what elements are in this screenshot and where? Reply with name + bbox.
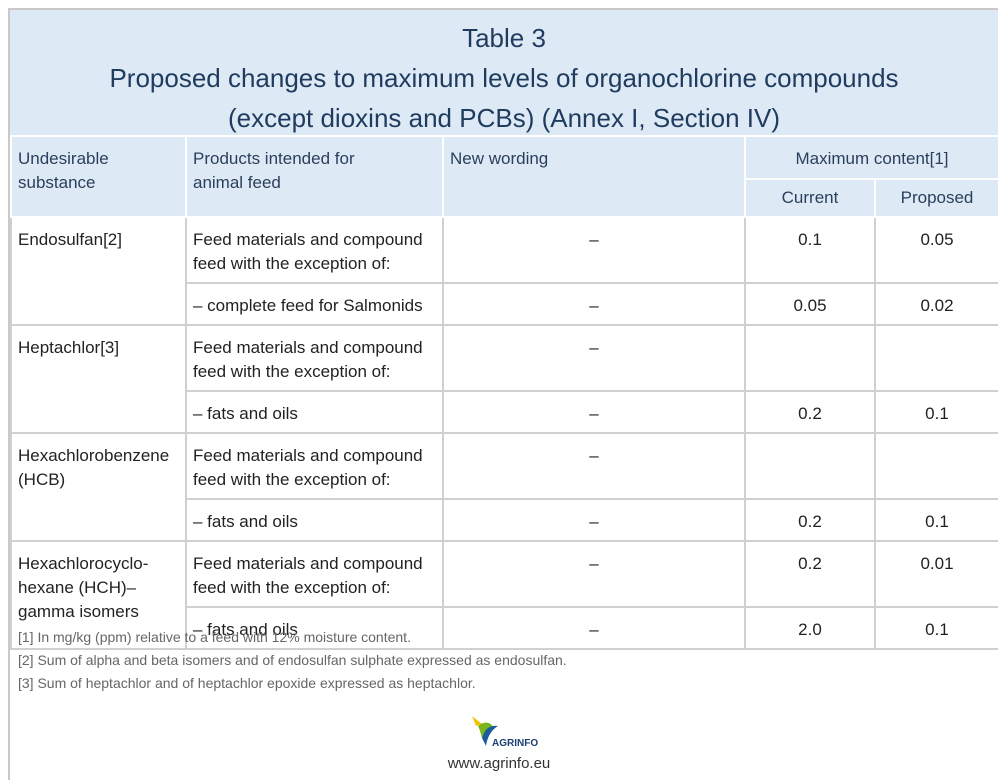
- substance-cell: Endosulfan[2]: [10, 216, 187, 326]
- product-cell: Feed materials and compound feed with th…: [185, 432, 444, 500]
- logo-text: AGRINFO: [492, 738, 538, 749]
- url: www.agrinfo.eu: [447, 755, 551, 772]
- logo-shape: [472, 716, 482, 726]
- product-cell: – fats and oils: [185, 390, 444, 434]
- proposed-cell: 0.1: [874, 606, 998, 650]
- current-cell: 0.1: [744, 216, 876, 284]
- table-row: – fats and oils –0.2 0.1: [11, 498, 998, 542]
- header-cell: Proposed: [874, 178, 998, 218]
- table-row: Hexachlorocyclo-hexane (HCH)–gamma isome…: [10, 540, 998, 650]
- table-row: Hexachlorobenzene (HCB) Feed materials an…: [10, 432, 998, 542]
- footnote: [3] Sum of heptachlor and of heptachlor …: [18, 675, 476, 691]
- current-cell: 0.2: [744, 498, 876, 542]
- footnote: [1] In mg/kg (ppm) relative to a feed wi…: [18, 629, 411, 645]
- product-cell: – complete feed for Salmonids: [185, 282, 444, 326]
- title-box: Table 3 Proposed changes to maximum leve…: [10, 10, 998, 135]
- wording-cell: –: [442, 498, 746, 542]
- proposed-cell: 0.01: [874, 540, 998, 608]
- logo-shape: [482, 725, 498, 746]
- table-row: – fats and oils –0.2 0.1: [11, 390, 998, 434]
- wording-cell: –: [442, 606, 746, 650]
- wording-cell: –: [442, 324, 746, 392]
- table-row: Heptachlor[3] Feed materials and compound…: [10, 324, 998, 434]
- current-cell: [744, 324, 876, 392]
- table-head: Undesirable substance Products intended …: [10, 135, 998, 218]
- header-row: Current Proposed: [11, 178, 998, 218]
- title-line: (except dioxins and PCBs) (Annex I, Sect…: [227, 103, 781, 133]
- current-cell: 0.2: [744, 390, 876, 434]
- wording-cell: –: [442, 216, 746, 284]
- current-cell: 0.2: [744, 540, 876, 608]
- table-body: Endosulfan[2] Feed materials and compound…: [10, 216, 998, 650]
- title-line: Proposed changes to maximum levels of or…: [109, 63, 899, 93]
- header-cell: Products intended for animal feed: [185, 135, 444, 218]
- proposed-cell: [874, 432, 998, 500]
- header-row: Undesirable substance Products intended …: [10, 135, 998, 218]
- product-cell: – fats and oils: [185, 606, 444, 650]
- wording-cell: –: [442, 540, 746, 608]
- product-cell: – fats and oils: [185, 498, 444, 542]
- product-cell: Feed materials and compound feed with th…: [185, 540, 444, 608]
- wording-cell: –: [442, 282, 746, 326]
- substance-cell: Heptachlor[3]: [10, 324, 187, 434]
- footnotes: [1] In mg/kg (ppm) relative to a feed wi…: [18, 626, 567, 695]
- title-line: Table 3: [462, 23, 546, 53]
- logo: AGRINFO: [472, 716, 538, 749]
- proposed-cell: 0.05: [874, 216, 998, 284]
- current-cell: [744, 432, 876, 500]
- current-cell: 0.05: [744, 282, 876, 326]
- wording-cell: –: [442, 390, 746, 434]
- header-cell: Current: [744, 178, 876, 218]
- header-cell: Undesirable substance: [10, 135, 187, 218]
- table-row: – fats and oils –2.0 0.1: [11, 606, 998, 650]
- wording-cell: –: [442, 432, 746, 500]
- product-cell: Feed materials and compound feed with th…: [185, 324, 444, 392]
- proposed-cell: 0.1: [874, 390, 998, 434]
- footnote: [2] Sum of alpha and beta isomers and of…: [18, 652, 567, 668]
- table-row: Endosulfan[2] Feed materials and compound…: [10, 216, 998, 326]
- substance-cell: Hexachlorocyclo-hexane (HCH)–gamma isome…: [10, 540, 187, 650]
- header-cell: New wording: [442, 135, 746, 218]
- substance-cell: Hexachlorobenzene (HCB): [10, 432, 187, 542]
- proposed-cell: [874, 324, 998, 392]
- product-cell: Feed materials and compound feed with th…: [185, 216, 444, 284]
- header-cell: Maximum content[1]: [744, 135, 998, 180]
- table: Undesirable substance Products intended …: [10, 135, 998, 650]
- frame: [8, 8, 998, 780]
- proposed-cell: 0.02: [874, 282, 998, 326]
- table-row: – complete feed for Salmonids –0.05 0.02: [11, 282, 998, 326]
- current-cell: 2.0: [744, 606, 876, 650]
- proposed-cell: 0.1: [874, 498, 998, 542]
